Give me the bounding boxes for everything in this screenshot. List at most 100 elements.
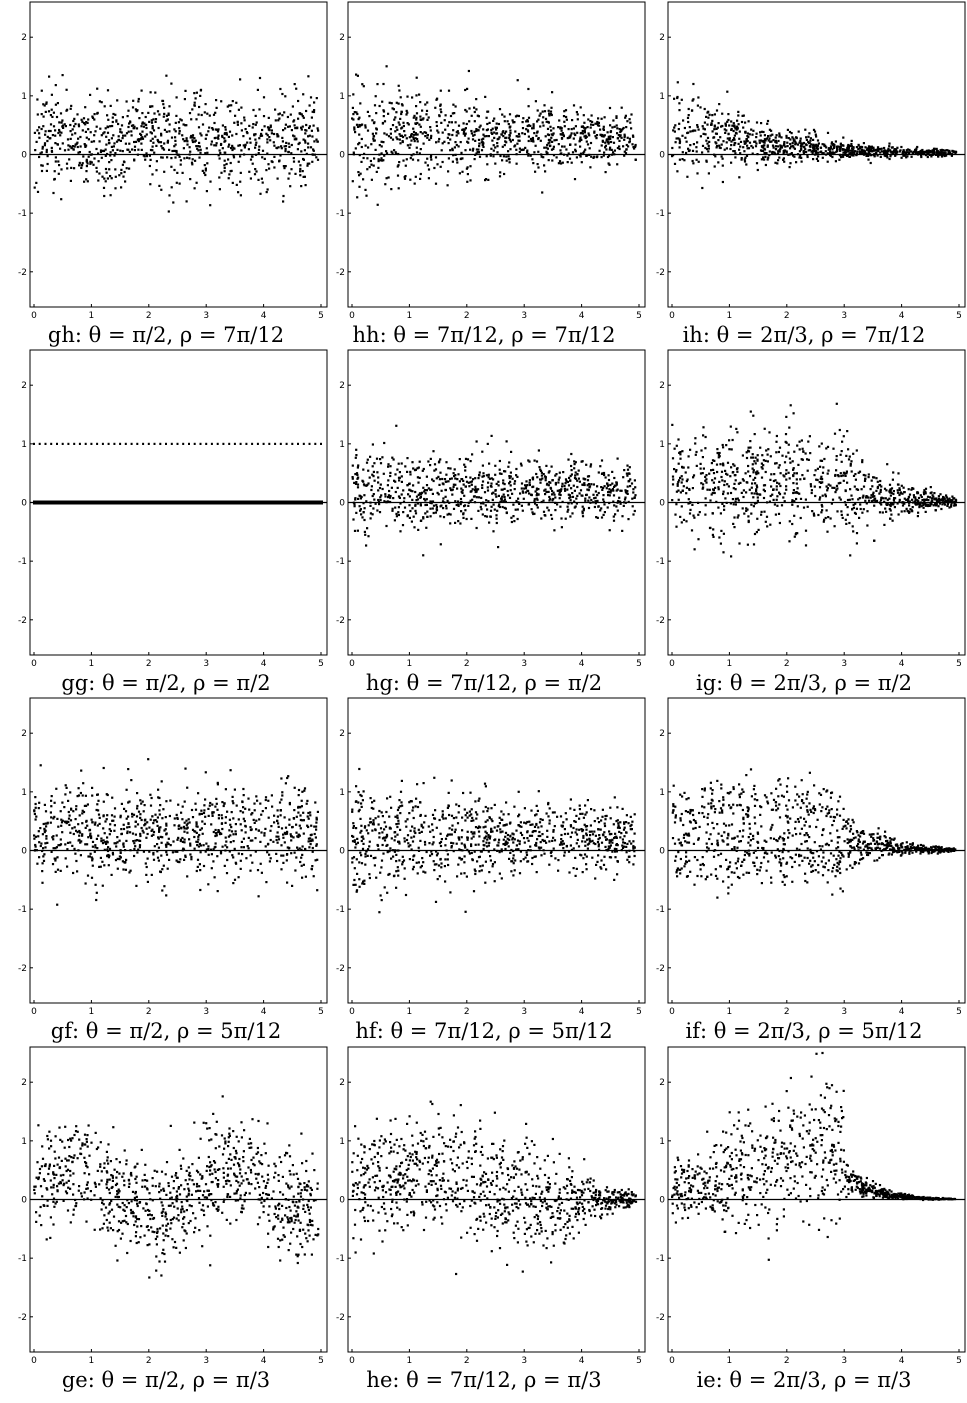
data-point [539,478,542,481]
data-point [914,498,917,501]
data-point [73,117,76,120]
data-point [623,138,626,141]
data-point [422,516,425,519]
data-point [44,130,47,133]
data-point [567,152,570,155]
data-point [527,124,530,127]
data-point [231,148,234,152]
y-tick-label: 0 [339,499,345,509]
data-point [293,135,296,138]
data-point [602,135,605,138]
data-point [571,495,575,498]
data-point [495,514,498,517]
data-point [387,463,390,466]
data-point [515,474,518,477]
data-point [673,130,676,133]
data-point [740,120,744,124]
data-point [433,469,436,472]
data-point [846,513,849,516]
data-point [596,124,600,127]
data-point [538,114,541,117]
data-point [434,182,438,185]
data-point [86,162,89,165]
data-point [426,157,429,160]
data-point [908,511,911,514]
data-point [826,530,829,533]
data-point [300,113,303,116]
data-point [506,489,509,493]
data-point [482,472,485,475]
data-point [775,148,778,151]
data-point [594,122,597,125]
data-point [432,504,436,507]
data-point [494,489,497,492]
data-point [590,498,593,502]
data-point [292,160,296,163]
data-point [352,118,355,121]
data-point [103,131,106,134]
data-point [937,155,940,158]
data-point [237,108,240,111]
data-point [823,143,826,146]
data-point [152,129,156,132]
data-point [176,442,179,445]
data-point [953,497,956,500]
data-point [676,482,679,486]
data-point [917,153,920,156]
data-point [725,129,728,132]
data-point [815,151,818,154]
data-point [722,492,725,496]
data-point [566,510,569,513]
data-point [701,151,704,154]
data-point [623,150,626,153]
data-point [78,151,81,154]
data-point [792,146,795,149]
data-point [145,155,148,158]
data-point [198,105,201,109]
data-point [423,490,426,493]
data-point [209,801,212,805]
data-point [434,511,437,514]
data-point [414,132,417,135]
data-point [750,128,753,131]
data-point [674,513,677,516]
data-point [865,502,868,505]
data-point [824,516,827,520]
data-point [785,134,788,137]
data-point [788,166,791,169]
data-point [397,152,400,156]
data-point [875,151,878,155]
data-point [888,142,891,145]
data-point [823,457,826,461]
data-point [631,134,635,137]
data-point [86,121,89,124]
data-point [491,498,494,501]
data-point [928,153,931,156]
data-point [606,131,609,134]
data-point [266,152,269,155]
data-point [793,535,796,538]
data-point [858,516,861,519]
data-point [734,131,738,134]
data-point [186,156,189,159]
x-tick-label: 0 [31,659,37,669]
data-point [79,135,82,139]
data-point [898,150,901,153]
data-point [502,479,505,482]
data-point [247,148,250,151]
data-point [574,143,577,146]
data-point [706,123,709,126]
data-point [679,453,682,456]
data-point [902,151,906,154]
data-point [147,111,150,114]
data-point [935,500,939,503]
data-point [750,144,753,148]
data-point [629,121,632,124]
data-point [924,154,928,157]
data-point [447,480,450,483]
data-point [677,498,680,501]
data-point [845,470,848,473]
data-point [521,121,524,124]
data-point [611,487,614,491]
data-point [800,439,803,442]
